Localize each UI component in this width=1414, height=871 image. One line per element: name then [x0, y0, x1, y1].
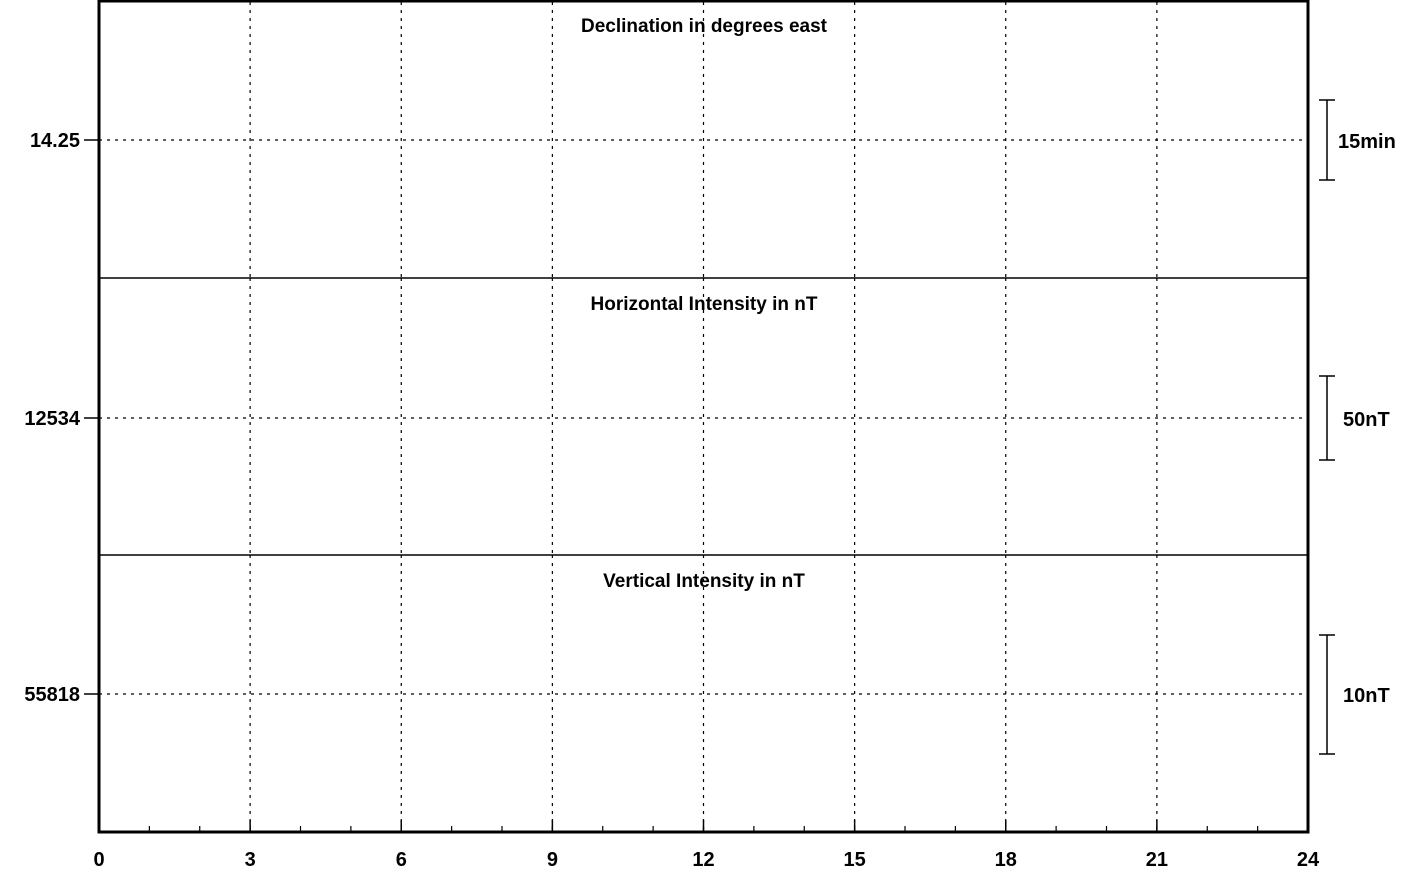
baseline-label: 55818: [24, 684, 80, 706]
x-tick-label: 15: [844, 849, 866, 871]
x-tick-label: 0: [93, 849, 104, 871]
panel-vertical-intensity: 55818 Vertical Intensity in nT 10nT: [24, 555, 1390, 832]
scale-bar: [1319, 99, 1335, 181]
scale-bar: [1319, 375, 1335, 461]
x-tick-label: 12: [692, 849, 714, 871]
scale-bar: [1319, 634, 1335, 755]
panel-title: Vertical Intensity in nT: [603, 571, 805, 592]
baseline-label: 12534: [24, 408, 80, 430]
panel-declination: 14.25 Declination in degrees east 15min: [30, 2, 1396, 278]
scale-label: 15min: [1338, 131, 1396, 153]
x-tick-label: 9: [547, 849, 558, 871]
panel-horizontal-intensity: 12534 Horizontal Intensity in nT 50nT: [24, 278, 1390, 555]
x-axis: 0 3 6 9 12 15 18 21 24: [93, 820, 1320, 871]
panel-title: Horizontal Intensity in nT: [591, 294, 818, 315]
panel-grid-vertical: [249, 278, 1158, 555]
panel-title: Declination in degrees east: [581, 16, 828, 37]
scale-label: 10nT: [1343, 685, 1390, 707]
baseline-label: 14.25: [30, 130, 80, 152]
x-tick-label: 3: [245, 849, 256, 871]
x-tick-label: 18: [995, 849, 1017, 871]
x-tick-label: 21: [1146, 849, 1168, 871]
scale-label: 50nT: [1343, 409, 1390, 431]
x-tick-label: 24: [1297, 849, 1320, 871]
x-tick-label: 6: [396, 849, 407, 871]
